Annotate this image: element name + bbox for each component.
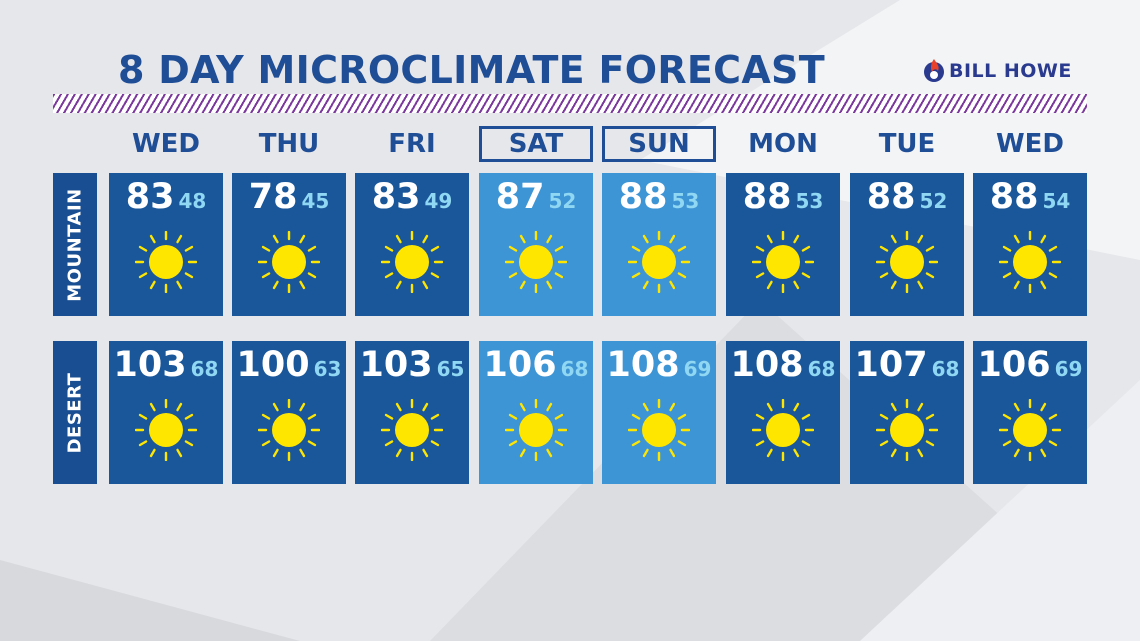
temperature-pair: 88 52 xyxy=(850,177,964,225)
day-header-6: TUE xyxy=(878,129,936,159)
day-header-5: MON xyxy=(748,129,818,159)
logo-text: BILL HOWE xyxy=(949,60,1072,82)
sun-icon xyxy=(258,399,320,461)
sun-icon xyxy=(628,399,690,461)
temperature-pair: 108 68 xyxy=(726,345,840,393)
low-temp: 49 xyxy=(424,189,453,213)
high-temp: 88 xyxy=(618,177,668,217)
high-temp: 83 xyxy=(125,177,175,217)
low-temp: 63 xyxy=(313,357,342,381)
high-temp: 88 xyxy=(742,177,792,217)
day-header-4: SUN xyxy=(602,126,716,162)
forecast-cell: 87 52 xyxy=(479,173,593,316)
low-temp: 68 xyxy=(190,357,219,381)
low-temp: 52 xyxy=(548,189,577,213)
high-temp: 103 xyxy=(359,345,433,385)
forecast-cell: 88 54 xyxy=(973,173,1087,316)
high-temp: 108 xyxy=(606,345,680,385)
sun-icon xyxy=(999,231,1061,293)
low-temp: 68 xyxy=(560,357,589,381)
low-temp: 52 xyxy=(919,189,948,213)
sun-icon xyxy=(876,231,938,293)
low-temp: 53 xyxy=(795,189,824,213)
temperature-pair: 78 45 xyxy=(232,177,346,225)
sun-icon xyxy=(752,399,814,461)
temperature-pair: 107 68 xyxy=(850,345,964,393)
sun-icon xyxy=(381,231,443,293)
forecast-cell: 88 53 xyxy=(602,173,716,316)
day-header-0: WED xyxy=(131,129,201,159)
low-temp: 68 xyxy=(931,357,960,381)
forecast-cell: 108 69 xyxy=(602,341,716,484)
forecast-cell: 78 45 xyxy=(232,173,346,316)
page-title: 8 DAY MICROCLIMATE FORECAST xyxy=(118,48,825,92)
logo-emblem-icon xyxy=(924,59,944,82)
high-temp: 88 xyxy=(866,177,916,217)
temperature-pair: 88 53 xyxy=(726,177,840,225)
purple-stripe-divider xyxy=(53,94,1087,113)
high-temp: 78 xyxy=(248,177,298,217)
temperature-pair: 87 52 xyxy=(479,177,593,225)
temperature-pair: 106 69 xyxy=(973,345,1087,393)
forecast-cell: 106 69 xyxy=(973,341,1087,484)
high-temp: 107 xyxy=(854,345,928,385)
low-temp: 45 xyxy=(301,189,330,213)
high-temp: 106 xyxy=(977,345,1051,385)
sun-icon xyxy=(258,231,320,293)
temperature-pair: 106 68 xyxy=(479,345,593,393)
low-temp: 68 xyxy=(807,357,836,381)
sun-icon xyxy=(381,399,443,461)
day-header-7: WED xyxy=(995,129,1065,159)
low-temp: 65 xyxy=(436,357,465,381)
temperature-pair: 83 49 xyxy=(355,177,469,225)
forecast-cell: 83 49 xyxy=(355,173,469,316)
forecast-cell: 107 68 xyxy=(850,341,964,484)
high-temp: 103 xyxy=(113,345,187,385)
sun-icon xyxy=(628,231,690,293)
forecast-cell: 88 52 xyxy=(850,173,964,316)
sun-icon xyxy=(135,231,197,293)
forecast-cell: 88 53 xyxy=(726,173,840,316)
temperature-pair: 100 63 xyxy=(232,345,346,393)
temperature-pair: 103 65 xyxy=(355,345,469,393)
forecast-cell: 108 68 xyxy=(726,341,840,484)
sponsor-logo: BILL HOWE xyxy=(922,56,1072,86)
row-label-desert: DESERT xyxy=(53,341,97,484)
sun-icon xyxy=(505,231,567,293)
low-temp: 53 xyxy=(671,189,700,213)
high-temp: 108 xyxy=(730,345,804,385)
low-temp: 69 xyxy=(1054,357,1083,381)
forecast-cell: 100 63 xyxy=(232,341,346,484)
forecast-cell: 83 48 xyxy=(109,173,223,316)
temperature-pair: 88 53 xyxy=(602,177,716,225)
row-label-mountain: MOUNTAIN xyxy=(53,173,97,316)
high-temp: 87 xyxy=(495,177,545,217)
temperature-pair: 103 68 xyxy=(109,345,223,393)
day-header-2: FRI xyxy=(388,129,436,159)
sun-icon xyxy=(752,231,814,293)
forecast-cell: 106 68 xyxy=(479,341,593,484)
high-temp: 83 xyxy=(371,177,421,217)
sun-icon xyxy=(999,399,1061,461)
sun-icon xyxy=(135,399,197,461)
temperature-pair: 88 54 xyxy=(973,177,1087,225)
forecast-cell: 103 65 xyxy=(355,341,469,484)
day-header-3: SAT xyxy=(479,126,593,162)
forecast-cell: 103 68 xyxy=(109,341,223,484)
low-temp: 48 xyxy=(178,189,207,213)
high-temp: 106 xyxy=(483,345,557,385)
low-temp: 69 xyxy=(683,357,712,381)
temperature-pair: 108 69 xyxy=(602,345,716,393)
temperature-pair: 83 48 xyxy=(109,177,223,225)
sun-icon xyxy=(505,399,567,461)
sun-icon xyxy=(876,399,938,461)
high-temp: 100 xyxy=(236,345,310,385)
high-temp: 88 xyxy=(989,177,1039,217)
low-temp: 54 xyxy=(1042,189,1071,213)
day-header-1: THU xyxy=(258,129,320,159)
